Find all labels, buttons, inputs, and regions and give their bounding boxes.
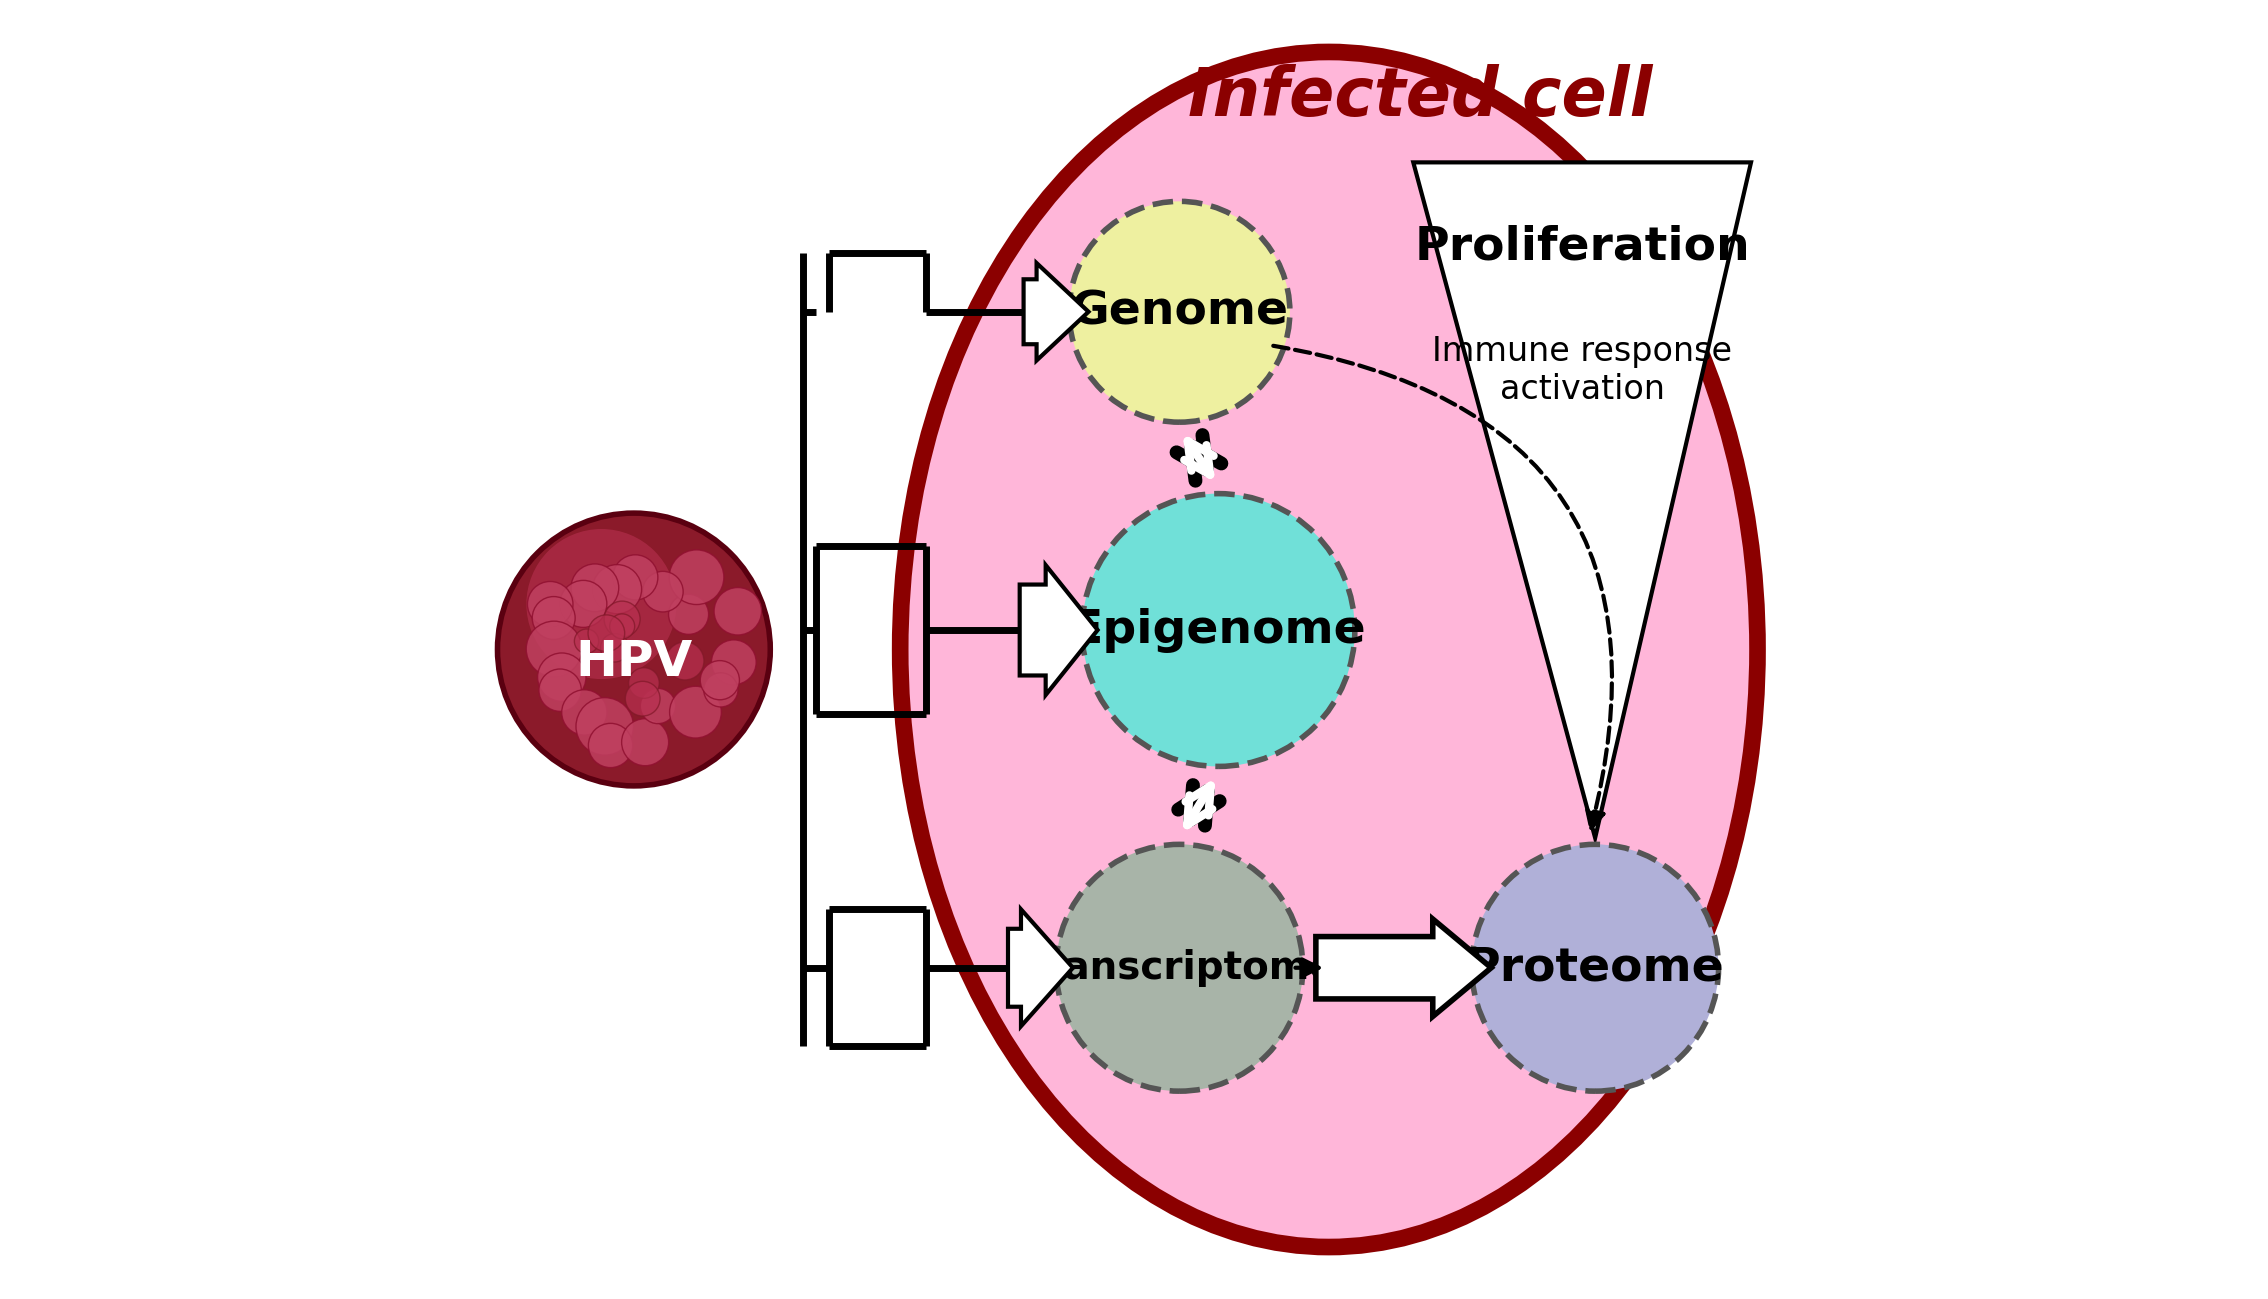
Circle shape bbox=[669, 595, 708, 634]
Text: Proteome: Proteome bbox=[1465, 946, 1724, 990]
FancyArrow shape bbox=[1315, 920, 1492, 1016]
Circle shape bbox=[562, 690, 608, 735]
Polygon shape bbox=[1413, 162, 1751, 838]
Circle shape bbox=[587, 614, 624, 652]
Circle shape bbox=[626, 681, 660, 716]
Circle shape bbox=[526, 529, 676, 679]
Circle shape bbox=[640, 688, 676, 724]
Circle shape bbox=[601, 634, 628, 662]
Circle shape bbox=[1068, 201, 1290, 422]
Circle shape bbox=[610, 614, 635, 639]
Circle shape bbox=[574, 629, 599, 653]
Circle shape bbox=[587, 724, 633, 768]
Circle shape bbox=[540, 669, 581, 712]
Circle shape bbox=[628, 668, 660, 699]
Circle shape bbox=[1472, 844, 1719, 1091]
Text: Epigenome: Epigenome bbox=[1070, 608, 1365, 652]
Circle shape bbox=[621, 718, 669, 765]
Ellipse shape bbox=[900, 52, 1758, 1247]
Circle shape bbox=[642, 572, 683, 612]
Text: Immune response
activation: Immune response activation bbox=[1431, 335, 1733, 405]
Circle shape bbox=[669, 549, 723, 604]
Circle shape bbox=[1057, 844, 1302, 1091]
Text: Infected cell: Infected cell bbox=[1188, 65, 1651, 130]
Circle shape bbox=[592, 565, 642, 613]
Text: HPV: HPV bbox=[576, 639, 692, 686]
Text: Proliferation: Proliferation bbox=[1415, 225, 1751, 269]
Text: Genome: Genome bbox=[1070, 290, 1288, 334]
FancyArrow shape bbox=[1007, 909, 1073, 1026]
Circle shape bbox=[703, 673, 737, 707]
Circle shape bbox=[538, 653, 585, 701]
Circle shape bbox=[533, 596, 576, 639]
FancyArrow shape bbox=[1021, 565, 1098, 695]
Circle shape bbox=[1082, 494, 1354, 766]
Circle shape bbox=[528, 582, 574, 627]
Circle shape bbox=[572, 564, 619, 612]
Circle shape bbox=[603, 601, 640, 637]
Circle shape bbox=[497, 513, 771, 786]
Circle shape bbox=[526, 621, 583, 677]
Circle shape bbox=[714, 587, 762, 635]
Circle shape bbox=[560, 581, 608, 627]
Circle shape bbox=[667, 642, 703, 679]
Circle shape bbox=[669, 686, 721, 738]
Circle shape bbox=[612, 555, 658, 600]
Circle shape bbox=[576, 698, 633, 755]
Circle shape bbox=[701, 661, 739, 700]
Text: Transcriptome: Transcriptome bbox=[1023, 948, 1336, 987]
Circle shape bbox=[712, 640, 755, 685]
FancyArrow shape bbox=[1023, 264, 1089, 360]
